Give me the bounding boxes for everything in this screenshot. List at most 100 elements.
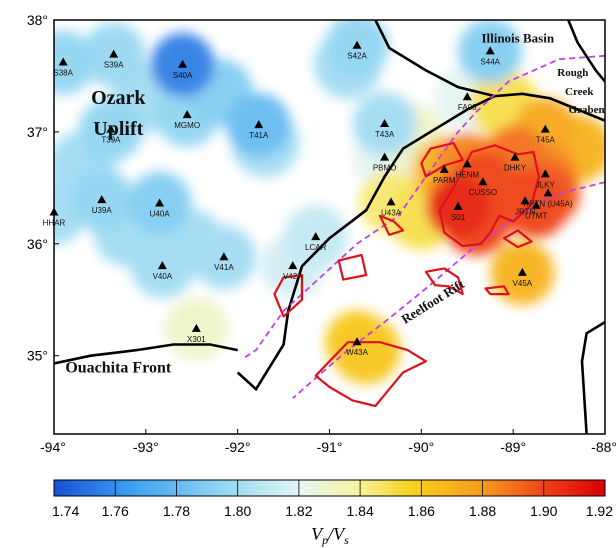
station-triangle-icon <box>439 164 449 173</box>
colorbar-tick-label: 1.82 <box>285 503 312 519</box>
station-triangle-icon <box>540 169 550 178</box>
reelfoot-rift-boundary <box>241 54 605 399</box>
station: X301 <box>187 323 206 344</box>
colorbar-gradient <box>53 479 606 497</box>
station-triangle-icon <box>219 252 229 261</box>
field-blob <box>54 30 96 95</box>
colorbar-tick-label: 1.74 <box>52 503 79 519</box>
seismicity-contours <box>273 142 540 408</box>
y-tick-label: 35° <box>27 348 48 364</box>
station: V45A <box>513 267 533 288</box>
station-triangle-icon <box>178 59 188 68</box>
station: PARM <box>433 164 456 185</box>
station-label: HENM <box>455 170 479 179</box>
station: JLKY <box>536 169 556 189</box>
station: DHKY <box>504 152 527 173</box>
colorbar-tick-label: 1.80 <box>224 503 251 519</box>
station-label: V42A <box>283 272 303 281</box>
station: PBMO <box>373 152 397 173</box>
state-borders <box>54 20 605 434</box>
station: RPTN (U45A) <box>523 188 573 208</box>
station-triangle-icon <box>462 159 472 168</box>
x-tick-label: -90° <box>408 439 434 455</box>
station: V40A <box>153 261 173 281</box>
colorbar-tick-label: 1.92 <box>586 503 613 519</box>
station-triangle-icon <box>478 177 488 186</box>
x-tick-label: -93° <box>133 439 159 455</box>
seismic-zone-outline <box>424 267 464 296</box>
station: S40A <box>173 59 193 80</box>
rift-dashed-line <box>241 54 605 360</box>
x-tick-label: -89° <box>500 439 526 455</box>
station-label: S38A <box>53 69 73 78</box>
station-label: LCAR <box>305 243 327 252</box>
colorbar-tick-label: 1.86 <box>408 503 435 519</box>
border-line <box>236 92 605 392</box>
station-triangle-icon <box>510 152 520 161</box>
border-line <box>374 20 496 98</box>
seismic-zone-outline <box>273 274 304 318</box>
station: T39A <box>101 124 121 145</box>
station-triangle-icon <box>517 267 527 276</box>
station-label: U39A <box>92 206 113 215</box>
colorbar-title: Vp/Vs <box>311 524 349 547</box>
station-triangle-icon <box>462 92 472 101</box>
seismic-zone-outline <box>337 253 368 281</box>
station-label: PARM <box>433 176 456 185</box>
station: UTMT <box>525 200 547 221</box>
station-label: S01 <box>451 213 466 222</box>
border-line <box>580 320 605 434</box>
station-label: JLKY <box>536 180 556 189</box>
station-label: T39A <box>101 136 121 145</box>
colorbar: 1.74 1.76 1.78 1.80 1.82 1.84 1.86 1.88 1.90 1.92… <box>52 479 613 547</box>
border-line <box>54 343 238 365</box>
station: U39A <box>92 195 113 215</box>
station-triangle-icon <box>288 261 298 270</box>
seismic-zone-outline <box>484 285 510 296</box>
station: JRTN <box>515 196 536 216</box>
x-tick-label: -92° <box>225 439 251 455</box>
x-tick-label: -94° <box>40 439 66 455</box>
region-label: Uplift <box>93 118 143 140</box>
station-label: PBMO <box>373 164 397 173</box>
station: S39A <box>104 49 124 70</box>
station-triangle-icon <box>520 196 530 205</box>
y-tick-label: 36° <box>27 236 48 252</box>
station: S44A <box>480 46 501 66</box>
station-triangle-icon <box>485 46 495 55</box>
station: S38A <box>53 57 74 78</box>
seismic-zone-outline <box>438 144 540 248</box>
station-triangle-icon <box>191 323 201 332</box>
region-label: Ouachita Front <box>65 359 172 376</box>
station-label: UTMT <box>525 212 547 221</box>
station-label: T41A <box>249 131 269 140</box>
y-tick-label: 37° <box>27 124 48 140</box>
field-blob <box>325 20 390 78</box>
station-triangle-icon <box>97 195 107 204</box>
station-triangle-icon <box>380 119 390 128</box>
station-label: T43A <box>375 130 395 139</box>
station-label: U40A <box>150 210 171 219</box>
station: U43A <box>381 197 402 217</box>
station: W43A <box>346 337 369 357</box>
station: S42A <box>347 40 367 61</box>
station-label: FA08 <box>458 103 477 112</box>
station-label: V40A <box>153 272 173 281</box>
station-triangle-icon <box>352 40 362 49</box>
station-triangle-icon <box>531 200 541 209</box>
station-label: W43A <box>346 348 368 357</box>
seismic-zone-outline <box>378 214 405 236</box>
field-blob <box>332 316 401 385</box>
station: V41A <box>214 252 234 272</box>
colorbar-tick-label: 1.84 <box>346 503 373 519</box>
station-markers: S38A S39A S40A S42A S44A T39A MGMO T41A T43A FA08… <box>43 40 573 357</box>
station: T43A <box>375 119 395 139</box>
station: T45A <box>536 124 556 145</box>
region-label: Rough <box>557 67 588 79</box>
station: S01 <box>451 201 466 222</box>
station-label: DHKY <box>504 164 527 173</box>
station-label: JRTN <box>515 207 536 216</box>
colorbar-tick-label: 1.78 <box>163 503 190 519</box>
station: CUSSO <box>469 177 497 197</box>
